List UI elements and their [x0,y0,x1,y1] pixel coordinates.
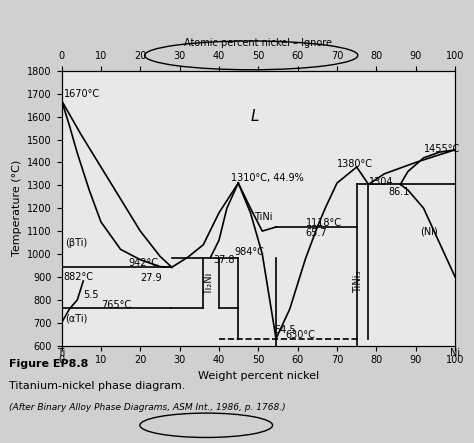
Text: TiNi₃: TiNi₃ [353,270,363,293]
Text: 27.9: 27.9 [140,273,162,283]
Text: Titanium-nickel phase diagram.: Titanium-nickel phase diagram. [9,381,186,391]
Y-axis label: Temperature (°C): Temperature (°C) [12,160,22,256]
Text: 765°C: 765°C [101,300,131,311]
Text: Ti: Ti [57,348,66,358]
Text: 1380°C: 1380°C [337,159,373,169]
Text: (βTi): (βTi) [65,237,88,248]
Text: 984°C: 984°C [235,247,264,256]
Text: 630°C: 630°C [286,330,316,340]
Text: Figure EP8.8: Figure EP8.8 [9,359,89,369]
Text: (αTi): (αTi) [65,313,88,323]
Text: 942°C: 942°C [128,258,158,268]
Text: 1304: 1304 [368,177,393,187]
X-axis label: Weight percent nickel: Weight percent nickel [198,371,319,381]
Text: 37.8: 37.8 [213,255,235,265]
Text: 1455°C: 1455°C [424,144,460,154]
Text: (After Binary Alloy Phase Diagrams, ASM Int., 1986, p. 1768.): (After Binary Alloy Phase Diagrams, ASM … [9,403,286,412]
Text: 1310°C, 44.9%: 1310°C, 44.9% [231,174,303,183]
Text: 1118°C: 1118°C [306,218,342,228]
Text: Ti₂Ni: Ti₂Ni [204,272,214,295]
Text: 86.1: 86.1 [388,187,410,197]
X-axis label: Atomic percent nickel – Ignore: Atomic percent nickel – Ignore [184,38,332,47]
Text: (Ni): (Ni) [419,226,438,236]
Text: TiNi: TiNi [255,212,273,222]
Text: 5.5: 5.5 [83,290,99,300]
Text: 65.7: 65.7 [306,229,327,238]
Text: 54.5: 54.5 [274,325,296,334]
Text: 1670°C: 1670°C [64,89,100,99]
Text: Ni: Ni [450,348,460,358]
Text: 882°C: 882°C [64,272,93,282]
Text: L: L [250,109,259,124]
